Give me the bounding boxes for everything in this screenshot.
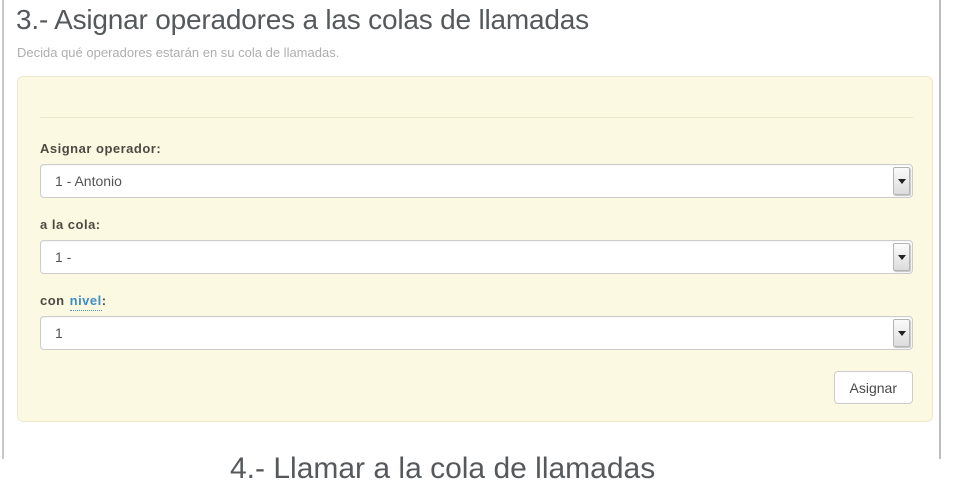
level-label-suffix: : — [101, 293, 107, 308]
level-label: con nivel: — [40, 293, 913, 311]
level-select-value: 1 — [55, 325, 63, 341]
content-container: 3.- Asignar operadores a las colas de ll… — [2, 0, 941, 459]
operator-label: Asignar operador: — [40, 141, 162, 156]
nivel-tooltip-link[interactable]: nivel — [69, 293, 102, 311]
operator-select-value: 1 - Antonio — [55, 173, 122, 189]
dropdown-arrow-icon[interactable] — [893, 167, 910, 195]
queue-select[interactable]: 1 - — [40, 240, 913, 274]
operator-select[interactable]: 1 - Antonio — [40, 164, 913, 198]
queue-label: a la cola: — [40, 217, 101, 232]
button-row: Asignar — [40, 371, 913, 404]
asignar-button[interactable]: Asignar — [833, 371, 913, 404]
panel-divider — [40, 117, 913, 118]
level-select[interactable]: 1 — [40, 316, 913, 350]
page-title: 3.- Asignar operadores a las colas de ll… — [16, 4, 589, 35]
queue-select-value: 1 - — [55, 249, 72, 265]
dropdown-arrow-icon[interactable] — [893, 319, 910, 347]
dropdown-arrow-icon[interactable] — [893, 243, 910, 271]
next-section-title-clipped: 4.- Llamar a la cola de llamadas — [230, 452, 656, 485]
assign-operator-panel: Asignar operador: 1 - Antonio a la cola:… — [17, 76, 933, 422]
level-label-prefix: con — [40, 293, 65, 308]
page-subtitle: Decida qué operadores estarán en su cola… — [17, 45, 340, 60]
